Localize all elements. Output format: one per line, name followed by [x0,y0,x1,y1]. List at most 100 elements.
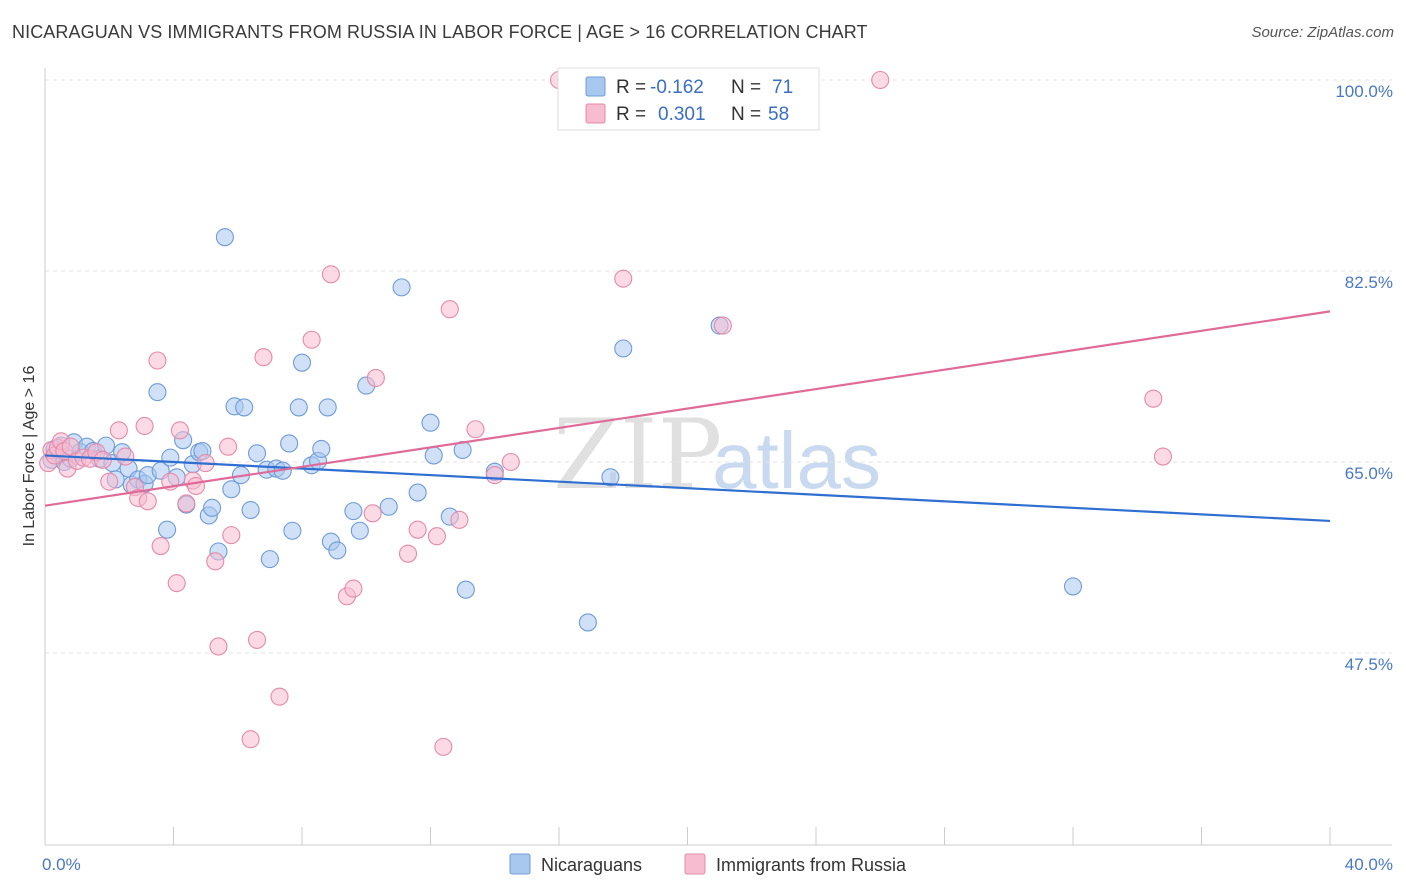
legend-n-value-1: 71 [772,77,793,98]
russia-point [219,437,238,456]
nicaraguan-point [408,483,427,502]
russia-point [116,447,135,466]
russia-point [408,520,427,539]
chart-title: NICARAGUAN VS IMMIGRANTS FROM RUSSIA IN … [12,22,868,42]
russia-point [151,536,170,556]
nicaraguan-point [312,439,331,458]
russia-point [186,476,206,496]
russia-point [485,466,504,485]
legend-swatch-nicaraguans [585,76,606,97]
russia-point [434,737,453,756]
russia-point [170,421,189,440]
x-tick-label: 40.0% [1345,855,1393,874]
russia-point [138,492,157,511]
nicaraguan-point [241,500,260,520]
nicaraguan-point [148,383,167,402]
russia-point [321,265,340,284]
russia-point [135,416,154,436]
russia-point [466,420,485,439]
russia-point [363,504,382,523]
gridlines [45,79,1392,654]
russia-point [177,494,196,513]
nicaraguan-point [328,541,347,560]
nicaraguan-point [161,448,180,467]
nicaraguan-point [1063,577,1083,596]
x-tick-labels: 0.0% 40.0% [42,855,1393,874]
russia-point [427,527,446,546]
trend-lines [44,310,1331,523]
nicaraguan-point [614,339,633,358]
nicaraguan-point [203,498,222,517]
nicaraguan-point [421,413,440,432]
russia-point [100,472,119,491]
russia-point [871,70,890,90]
russia-point [344,579,363,598]
legend-r-value-1: -0.162 [650,77,704,98]
x-ticks [44,827,1331,845]
y-tick-label: 100.0% [1335,82,1393,101]
russia-point [241,730,260,749]
nicaraguan-point [292,353,312,372]
russia-point [109,421,128,440]
source-label: Source: ZipAtlas.com [1251,24,1394,41]
russia-point [148,351,167,370]
legend-n-label-2: N = [731,104,761,125]
bottom-legend-label-nicaraguans: Nicaraguans [541,855,642,875]
russia-point [450,510,469,529]
legend-r-label-1: R = [616,77,646,98]
nicaraguan-point [344,502,363,521]
nicaraguan-point [456,580,475,599]
russia-point [254,348,273,367]
nicaraguan-point [283,521,302,540]
nicaraguan-point [158,520,177,539]
russia-point [167,574,186,593]
nicaraguan-point [379,497,398,516]
watermark-zip: ZIP [553,399,722,511]
nicaraguan-point [424,446,443,465]
nicaraguan-point [247,444,267,463]
legend-swatch-russia [585,103,606,124]
russia-point [206,552,225,571]
russia-point [270,687,289,706]
legend-r-value-2: 0.301 [658,104,706,125]
nicaraguan-trend-line [44,454,1331,523]
russia-point [614,269,633,288]
russia-point [1144,389,1163,408]
russia-point [366,368,385,388]
bottom-legend: Nicaraguans Immigrants from Russia [509,853,907,875]
legend: R = -0.162 N = 71 R = 0.301 N = 58 [557,67,820,131]
bottom-legend-swatch-nicaraguans [509,853,531,875]
nicaraguan-point [392,278,411,297]
russia-point [1153,447,1172,466]
nicaraguan-point [350,521,369,540]
legend-r-label-2: R = [616,104,646,125]
nicaraguan-point [289,398,308,417]
x-tick-label: 0.0% [42,855,81,874]
y-axis-label: In Labor Force | Age > 16 [21,366,38,547]
nicaraguan-point [280,434,299,453]
y-tick-label: 65.0% [1345,464,1393,483]
nicaraguan-point [222,480,241,499]
nicaraguan-point [601,468,620,487]
nicaraguan-point [318,398,337,417]
bottom-legend-swatch-russia [684,853,706,875]
russia-trend-line [44,310,1331,507]
bottom-legend-label-russia: Immigrants from Russia [716,855,907,875]
russia-point [209,637,228,656]
legend-n-label-1: N = [731,77,761,98]
russia-point [247,630,267,649]
nicaraguan-point [578,613,597,632]
legend-n-value-2: 58 [768,104,789,125]
y-tick-label: 47.5% [1345,655,1393,674]
y-tick-label: 82.5% [1345,273,1393,292]
russia-point [302,330,321,349]
russia-point [501,452,520,472]
russia-point [440,300,459,319]
russia-point [222,526,241,545]
russia-point [713,316,732,335]
y-tick-labels: 100.0% 82.5% 65.0% 47.5% [1335,82,1393,674]
nicaraguan-point [260,550,279,569]
russia-point [93,450,112,469]
nicaraguan-point [215,228,234,247]
